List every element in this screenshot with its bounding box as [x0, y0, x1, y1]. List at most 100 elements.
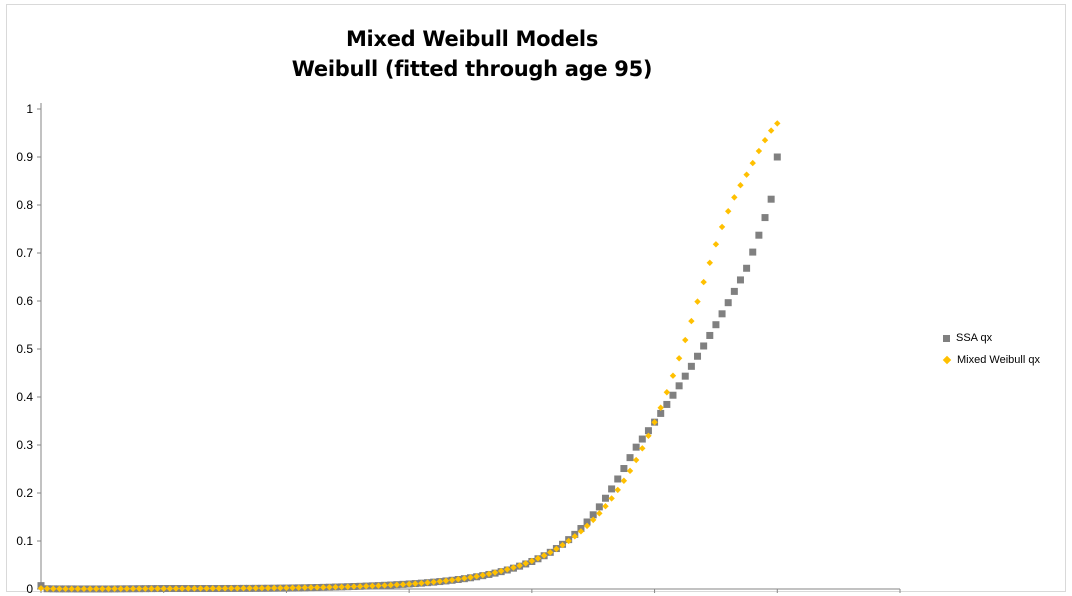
data-point-ssa — [706, 331, 714, 339]
data-point-ssa — [638, 435, 646, 443]
data-point-weibull — [313, 584, 321, 591]
data-point-weibull — [375, 582, 382, 589]
data-point-weibull — [258, 584, 266, 592]
data-point-weibull — [185, 585, 192, 592]
data-point-weibull — [436, 578, 444, 585]
data-point-weibull — [510, 564, 517, 571]
data-point-weibull — [577, 528, 585, 535]
data-point-weibull — [737, 182, 744, 189]
data-point-weibull — [344, 583, 351, 590]
y-tick-label: 0.9 — [16, 150, 33, 164]
data-point-weibull — [455, 576, 462, 583]
data-point-weibull — [448, 576, 456, 584]
data-point-weibull — [405, 580, 413, 588]
data-point-weibull — [283, 584, 290, 592]
data-point-weibull — [399, 581, 407, 588]
data-point-weibull — [547, 549, 554, 556]
data-point-weibull — [301, 584, 309, 591]
data-point-weibull — [467, 574, 474, 581]
data-point-weibull — [694, 298, 701, 305]
data-point-weibull — [148, 585, 155, 592]
data-point-weibull — [608, 495, 615, 502]
data-point-weibull — [393, 581, 401, 588]
data-point-weibull — [571, 533, 579, 540]
data-point-weibull — [80, 585, 88, 593]
data-point-weibull — [56, 585, 63, 593]
data-point-weibull — [596, 510, 603, 517]
data-point-ssa — [718, 310, 726, 318]
data-point-ssa — [749, 248, 757, 256]
data-point-weibull — [412, 580, 419, 587]
data-point-weibull — [172, 585, 180, 592]
data-point-weibull — [43, 585, 51, 592]
y-tick-label: 0 — [26, 582, 33, 593]
data-point-weibull — [583, 522, 591, 530]
data-point-weibull — [682, 336, 689, 344]
y-tick-label: 0.8 — [16, 198, 33, 212]
data-point-weibull — [160, 585, 167, 592]
data-point-ssa — [657, 409, 665, 417]
legend-label-ssa: SSA qx — [956, 332, 993, 344]
data-point-ssa — [595, 503, 603, 511]
chart-frame: Mixed Weibull Models Weibull (fitted thr… — [6, 4, 1066, 593]
data-point-weibull — [381, 582, 388, 589]
data-point-weibull — [424, 579, 431, 586]
data-point-weibull — [264, 584, 272, 592]
data-point-weibull — [442, 577, 450, 584]
data-point-weibull — [307, 584, 315, 591]
data-point-weibull — [602, 503, 609, 510]
data-point-ssa — [681, 372, 689, 380]
data-point-weibull — [706, 259, 713, 266]
data-point-weibull — [614, 486, 621, 494]
data-point-ssa — [761, 214, 769, 222]
y-tick-label: 0.7 — [16, 246, 33, 260]
chart-subtitle: Weibull (fitted through age 95) — [291, 57, 653, 81]
data-point-weibull — [246, 584, 253, 592]
data-point-weibull — [485, 570, 493, 578]
data-point-weibull — [86, 585, 94, 593]
data-point-ssa — [712, 321, 720, 329]
y-tick-label: 0.6 — [16, 294, 33, 308]
data-point-weibull — [504, 566, 511, 573]
data-point-ssa — [620, 465, 628, 473]
data-point-weibull — [626, 467, 634, 475]
y-tick-label: 0.4 — [16, 390, 33, 404]
data-point-ssa — [755, 231, 763, 239]
data-point-ssa — [730, 287, 738, 295]
data-point-weibull — [209, 585, 216, 592]
data-point-ssa — [736, 276, 744, 284]
data-point-weibull — [755, 147, 763, 155]
data-point-weibull — [270, 584, 278, 592]
data-point-ssa — [601, 494, 609, 502]
data-point-weibull — [240, 585, 247, 592]
data-point-weibull — [430, 578, 437, 586]
data-point-weibull — [749, 159, 756, 167]
data-point-weibull — [718, 223, 726, 231]
data-point-ssa — [614, 475, 622, 483]
data-point-weibull — [473, 573, 480, 580]
data-point-ssa — [663, 400, 671, 408]
data-point-weibull — [142, 585, 149, 592]
data-point-weibull — [252, 584, 259, 592]
y-tick-label: 0.2 — [16, 486, 33, 500]
legend: SSA qx Mixed Weibull qx — [942, 327, 1040, 371]
data-point-weibull — [620, 477, 628, 484]
data-point-weibull — [356, 583, 364, 590]
data-point-weibull — [154, 585, 161, 592]
data-point-weibull — [203, 585, 210, 592]
data-point-weibull — [326, 583, 333, 591]
data-point-weibull — [639, 445, 646, 452]
data-point-weibull — [497, 567, 505, 575]
data-point-weibull — [369, 582, 376, 590]
data-point-weibull — [553, 545, 560, 553]
y-tick-label: 1 — [26, 102, 33, 116]
data-point-weibull — [590, 516, 597, 524]
data-point-weibull — [50, 585, 57, 592]
data-point-weibull — [62, 585, 69, 593]
y-tick-label: 0.1 — [16, 534, 33, 548]
data-point-weibull — [332, 583, 339, 591]
data-point-weibull — [725, 208, 732, 215]
data-point-weibull — [362, 582, 370, 590]
data-point-ssa — [767, 195, 775, 203]
data-point-weibull — [215, 585, 223, 592]
